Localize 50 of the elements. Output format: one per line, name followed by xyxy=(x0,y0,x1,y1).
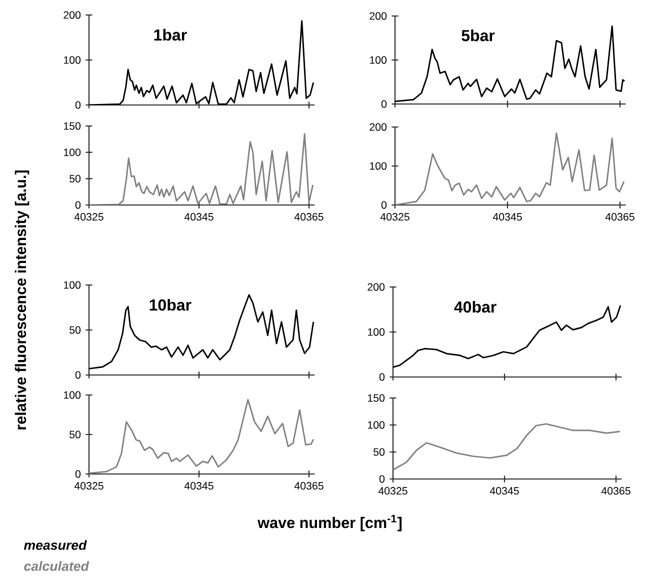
text: 10bar xyxy=(150,298,192,311)
y-tick-label: 100 xyxy=(64,56,81,64)
x-tick-label: 40365 xyxy=(601,487,630,495)
y-tick-label: 200 xyxy=(368,283,385,291)
y-tick-label: 200 xyxy=(370,123,387,131)
y-tick-label: 100 xyxy=(370,162,387,170)
text: measured xyxy=(24,540,87,550)
y-tick-label: 0 xyxy=(381,100,387,108)
text: calculated xyxy=(24,561,90,571)
y-tick-label: 0 xyxy=(75,201,81,209)
x-tick-label: 40345 xyxy=(184,213,214,221)
x-tick-label: 40345 xyxy=(490,487,519,495)
y-tick-label: 100 xyxy=(64,281,81,289)
y-tick-label: 0 xyxy=(379,373,385,381)
x-tick-label: 40325 xyxy=(378,487,408,495)
line-series xyxy=(89,399,314,474)
y-tick-label: 200 xyxy=(370,12,387,20)
y-tick-label: 50 xyxy=(374,448,385,456)
y-tick-label: 100 xyxy=(64,391,81,399)
x-tick-label: 40325 xyxy=(74,213,104,221)
x-tick-label: 40365 xyxy=(294,482,324,490)
line-series xyxy=(395,25,626,102)
y-tick-label: 50 xyxy=(70,430,81,438)
text: 5bar xyxy=(462,29,495,42)
y-tick-label: 100 xyxy=(368,328,385,336)
y-tick-label: 150 xyxy=(368,394,385,402)
y-axis-title: relative fluorescence intensity [a.u.] xyxy=(14,170,30,430)
x-tick-label: 40365 xyxy=(605,213,634,221)
y-tick-label: 0 xyxy=(379,475,385,483)
y-tick-label: 100 xyxy=(370,56,387,64)
x-tick-label: 40345 xyxy=(492,213,522,221)
y-tick-label: 150 xyxy=(64,122,81,130)
x-axis-title: wave number [cm$^{-1}$] xyxy=(258,514,402,532)
y-tick-label: 200 xyxy=(64,11,81,19)
y-tick-label: 0 xyxy=(381,201,387,209)
line-series xyxy=(89,294,314,370)
y-tick-label: 0 xyxy=(75,371,81,379)
y-tick-label: 50 xyxy=(70,174,81,182)
y-tick-label: 100 xyxy=(64,148,81,156)
y-tick-label: 100 xyxy=(368,421,385,429)
x-tick-label: 40365 xyxy=(294,213,324,221)
y-tick-label: 0 xyxy=(75,101,81,109)
line-series xyxy=(393,423,621,471)
text: 40bar xyxy=(454,300,496,313)
y-tick-label: 50 xyxy=(70,326,81,334)
x-tick-label: 40325 xyxy=(74,482,104,490)
y-tick-label: 0 xyxy=(75,470,81,478)
x-tick-label: 40325 xyxy=(380,213,410,221)
text: 1bar xyxy=(154,28,187,41)
x-tick-label: 40345 xyxy=(184,482,214,490)
